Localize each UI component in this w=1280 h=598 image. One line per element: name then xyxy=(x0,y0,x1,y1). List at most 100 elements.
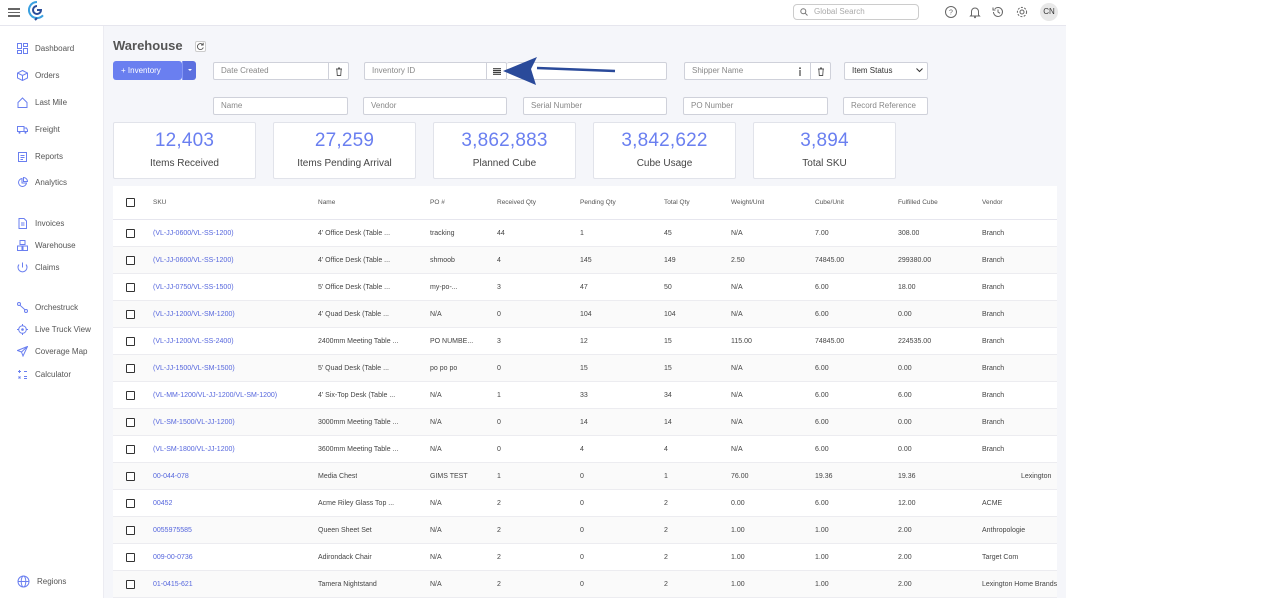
sidebar-item-live-truck-view[interactable]: Live Truck View xyxy=(17,322,91,336)
column-header[interactable]: Name xyxy=(318,199,336,206)
table-row[interactable]: (VL-SM-1800/VL-JJ-1200) 3600mm Meeting Ta… xyxy=(113,436,1057,463)
sku-link[interactable]: 00452 xyxy=(153,500,173,507)
table-row[interactable]: (VL-JJ-0600/VL-SS-1200) 4' Office Desk (T… xyxy=(113,220,1057,247)
column-header[interactable]: Weight/Unit xyxy=(731,199,765,206)
row-checkbox[interactable] xyxy=(126,499,135,508)
table-row[interactable]: (VL-JJ-1200/VL-SS-2400) 2400mm Meeting Ta… xyxy=(113,328,1057,355)
table-row[interactable]: 0055975585 Queen Sheet Set N/A 2 0 2 1.00 1.00 2… xyxy=(113,517,1057,544)
select-all-checkbox[interactable] xyxy=(126,198,135,207)
sidebar-item-warehouse[interactable]: Warehouse xyxy=(17,238,76,252)
date-created-field[interactable]: Date Created xyxy=(213,62,349,80)
sidebar-item-orchestruck[interactable]: Orchestruck xyxy=(17,300,78,314)
sku-link[interactable]: (VL-JJ-1200/VL-SM-1200) xyxy=(153,311,235,318)
table-row[interactable]: (VL-JJ-0600/VL-SS-1200) 4' Office Desk (T… xyxy=(113,247,1057,274)
sidebar-item-label: Last Mile xyxy=(35,97,68,107)
column-header[interactable]: Received Qty xyxy=(497,199,537,206)
table-row[interactable]: 00452 Acme Riley Glass Top ... N/A 2 0 2 0.00 6… xyxy=(113,490,1057,517)
row-checkbox[interactable] xyxy=(126,418,135,427)
row-checkbox[interactable] xyxy=(126,526,135,535)
inventory-dropdown-button[interactable] xyxy=(182,61,196,80)
bell-icon[interactable] xyxy=(968,5,982,19)
sidebar-item-calculator[interactable]: Calculator xyxy=(17,367,71,381)
column-header[interactable]: PO # xyxy=(430,199,445,206)
history-icon[interactable] xyxy=(991,5,1005,19)
table-cell: 0 xyxy=(580,473,584,480)
table-row[interactable]: 01-0415-621 Tamera Nightstand N/A 2 0 2 1.00 1.… xyxy=(113,571,1057,598)
list-button[interactable] xyxy=(486,63,506,79)
table-row[interactable]: (VL-JJ-1500/VL-SM-1500) 5' Quad Desk (Tab… xyxy=(113,355,1057,382)
record-reference-field[interactable]: Record Reference xyxy=(843,97,928,115)
help-icon[interactable]: ? xyxy=(944,5,958,19)
sidebar-item-freight[interactable]: Freight xyxy=(17,122,60,136)
row-checkbox[interactable] xyxy=(126,283,135,292)
sku-link[interactable]: (VL-SM-1500/VL-JJ-1200) xyxy=(153,419,235,426)
search-input[interactable]: Global Search xyxy=(793,4,919,20)
sku-link[interactable]: 009-00-0736 xyxy=(153,554,193,561)
summary-card: 3,862,883 Planned Cube xyxy=(433,122,576,179)
sidebar-item-coverage-map[interactable]: Coverage Map xyxy=(17,344,87,358)
sku-link[interactable]: 00-044-078 xyxy=(153,473,189,480)
row-checkbox[interactable] xyxy=(126,256,135,265)
column-header[interactable]: Pending Qty xyxy=(580,199,616,206)
inventory-id-field[interactable]: Inventory ID xyxy=(364,62,507,80)
sku-link[interactable]: 01-0415-621 xyxy=(153,581,193,588)
name-field[interactable]: Name xyxy=(213,97,348,115)
table-cell: 1.00 xyxy=(731,581,745,588)
po-number-field[interactable]: PO Number xyxy=(683,97,828,115)
clear-date-button[interactable] xyxy=(328,63,348,79)
sku-link[interactable]: (VL-JJ-1500/VL-SM-1500) xyxy=(153,365,235,372)
row-checkbox[interactable] xyxy=(126,229,135,238)
row-checkbox[interactable] xyxy=(126,310,135,319)
column-header[interactable]: Vendor xyxy=(982,199,1003,206)
row-checkbox[interactable] xyxy=(126,364,135,373)
row-checkbox[interactable] xyxy=(126,472,135,481)
sidebar-item-regions[interactable]: Regions xyxy=(17,574,66,588)
table-cell: 0.00 xyxy=(898,365,912,372)
sidebar-item-invoices[interactable]: Invoices xyxy=(17,216,64,230)
sidebar-item-reports[interactable]: Reports xyxy=(17,149,63,163)
clear-shipper-button[interactable] xyxy=(810,63,830,79)
row-checkbox[interactable] xyxy=(126,337,135,346)
table-row[interactable]: 00-044-078 Media Chest GIMS TEST 1 0 1 76.00 19… xyxy=(113,463,1057,490)
sku-link[interactable]: (VL-JJ-0750/VL-SS-1500) xyxy=(153,284,234,291)
sku-link[interactable]: (VL-JJ-0600/VL-SS-1200) xyxy=(153,230,234,237)
column-header[interactable]: Fulfilled Cube xyxy=(898,199,938,206)
sku-link[interactable]: (VL-MM-1200/VL-JJ-1200/VL-SM-1200) xyxy=(153,392,278,399)
row-checkbox[interactable] xyxy=(126,580,135,589)
table-cell: Branch xyxy=(982,338,1005,345)
shipper-name-field[interactable]: Shipper Name xyxy=(684,62,831,80)
name-placeholder: Name xyxy=(221,101,243,110)
sidebar-item-analytics[interactable]: Analytics xyxy=(17,175,67,189)
sidebar-item-last-mile[interactable]: Last Mile xyxy=(17,95,67,109)
table-row[interactable]: (VL-MM-1200/VL-JJ-1200/VL-SM-1200) 4' Six… xyxy=(113,382,1057,409)
sku-link[interactable]: (VL-SM-1800/VL-JJ-1200) xyxy=(153,446,235,453)
row-checkbox[interactable] xyxy=(126,391,135,400)
sidebar-item-orders[interactable]: Orders xyxy=(17,68,59,82)
table-row[interactable]: (VL-JJ-1200/VL-SM-1200) 4' Quad Desk (Tab… xyxy=(113,301,1057,328)
sidebar-item-claims[interactable]: Claims xyxy=(17,260,59,274)
table-row[interactable]: 009-00-0736 Adirondack Chair N/A 2 0 2 1.00 1.0… xyxy=(113,544,1057,571)
sku-link[interactable]: 0055975585 xyxy=(153,527,192,534)
settings-icon[interactable] xyxy=(1015,5,1029,19)
inventory-id-placeholder: Inventory ID xyxy=(372,66,416,75)
avatar[interactable]: CN xyxy=(1040,3,1058,21)
menu-icon[interactable] xyxy=(8,6,20,18)
column-header[interactable]: SKU xyxy=(153,199,167,206)
table-row[interactable]: (VL-JJ-0750/VL-SS-1500) 5' Office Desk (T… xyxy=(113,274,1057,301)
item-status-select[interactable]: Item Status xyxy=(844,62,928,80)
table-cell: 0 xyxy=(497,446,501,453)
table-row[interactable]: (VL-SM-1500/VL-JJ-1200) 3000mm Meeting Ta… xyxy=(113,409,1057,436)
sku-link[interactable]: (VL-JJ-0600/VL-SS-1200) xyxy=(153,257,234,264)
column-header[interactable]: Total Qty xyxy=(664,199,690,206)
po-number-placeholder: PO Number xyxy=(691,101,734,110)
sidebar-item-dashboard[interactable]: Dashboard xyxy=(17,41,74,55)
column-header[interactable]: Cube/Unit xyxy=(815,199,844,206)
serial-number-field[interactable]: Serial Number xyxy=(523,97,667,115)
info-button[interactable] xyxy=(790,63,810,79)
sku-link[interactable]: (VL-JJ-1200/VL-SS-2400) xyxy=(153,338,234,345)
row-checkbox[interactable] xyxy=(126,445,135,454)
row-checkbox[interactable] xyxy=(126,553,135,562)
refresh-button[interactable] xyxy=(195,41,206,52)
vendor-field[interactable]: Vendor xyxy=(363,97,507,115)
add-inventory-button[interactable]: + Inventory xyxy=(113,61,182,80)
